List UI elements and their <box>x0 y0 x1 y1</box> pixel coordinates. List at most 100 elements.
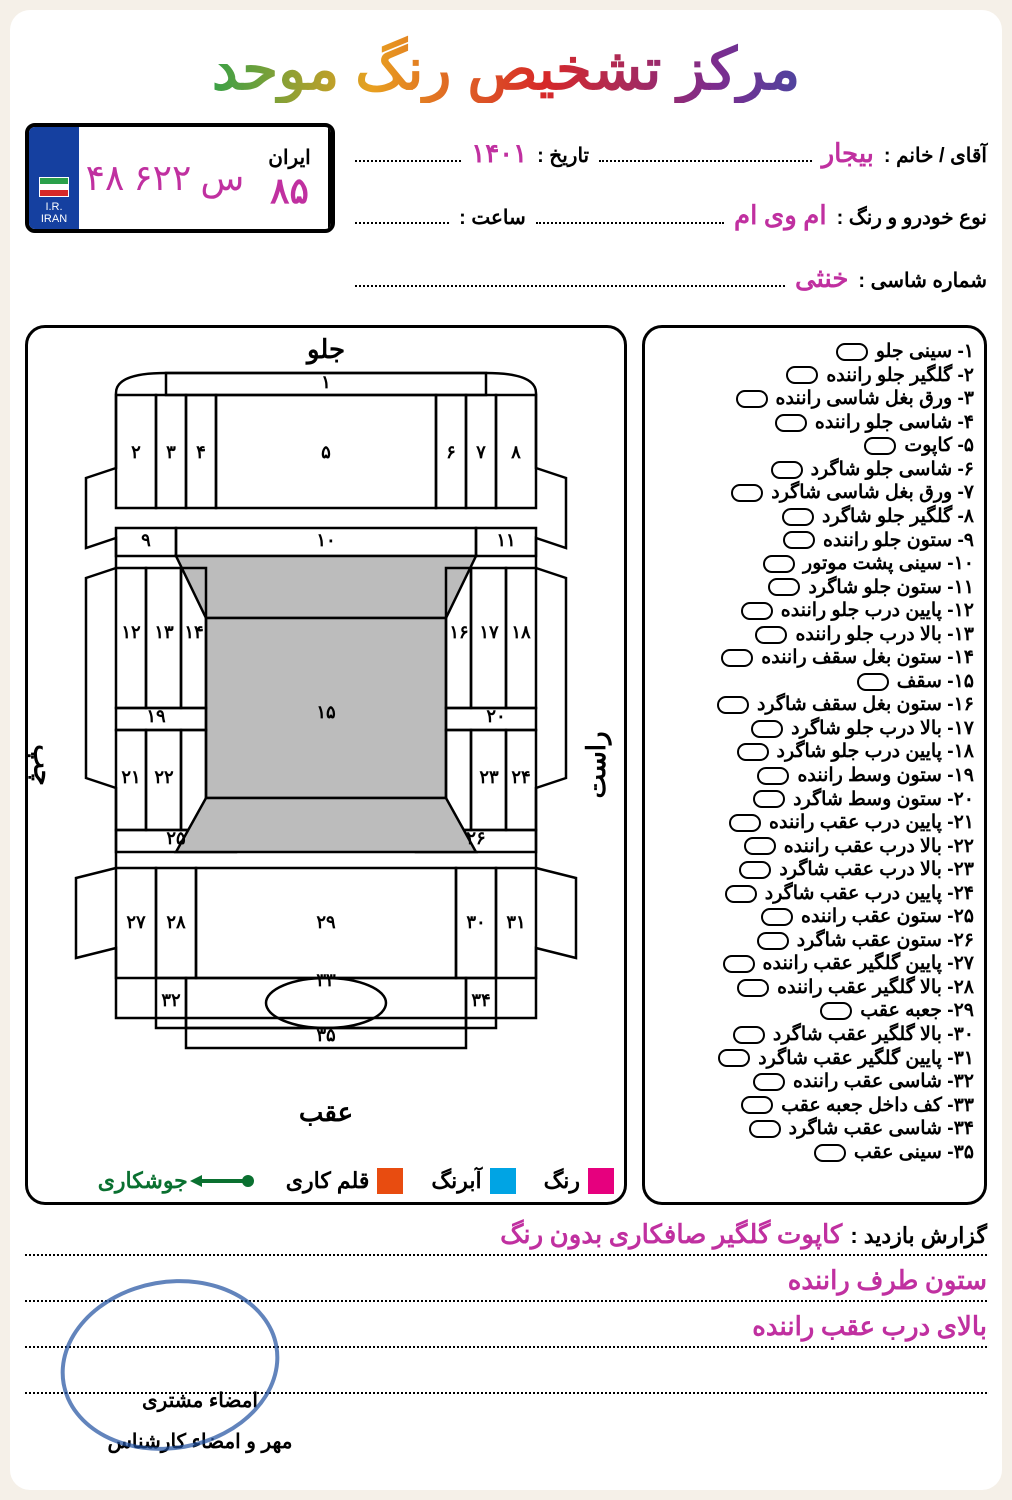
legend-weld: جوشکاری <box>98 1168 258 1194</box>
report-label: گزارش بازدید : <box>850 1223 987 1249</box>
checkbox-oval-icon[interactable] <box>763 555 795 573</box>
checkbox-oval-icon[interactable] <box>731 484 763 502</box>
dots <box>355 142 461 162</box>
checkbox-oval-icon[interactable] <box>718 1049 750 1067</box>
legend-swatch-icon <box>377 1168 403 1194</box>
right-label: راست <box>581 732 612 799</box>
checkbox-oval-icon[interactable] <box>771 461 803 479</box>
checkbox-oval-icon[interactable] <box>857 673 889 691</box>
diagram-part-number: ۲۷ <box>126 912 146 932</box>
info-fields: آقای / خانم : بیجار تاریخ : ۱۴۰۱ نوع خود… <box>355 123 987 310</box>
report-text: بالای درب عقب راننده <box>752 1312 987 1342</box>
parts-list-item: ۳۵- سینی عقب <box>655 1141 974 1165</box>
checkbox-oval-icon[interactable] <box>836 343 868 361</box>
parts-list-label: ۳۰- بالا گلگیر عقب شاگرد <box>773 1023 974 1047</box>
parts-list-item: ۲۸- بالا گلگیر عقب راننده <box>655 976 974 1000</box>
left-label: چپ <box>27 744 58 786</box>
car-diagram-panel: جلو عقب راست چپ <box>25 325 627 1205</box>
time-label: ساعت : <box>459 194 526 242</box>
checkbox-oval-icon[interactable] <box>741 602 773 620</box>
parts-list-label: ۱۵- سقف <box>897 670 974 694</box>
parts-list-item: ۲۳- بالا درب عقب شاگرد <box>655 858 974 882</box>
legend-swatch-icon <box>490 1168 516 1194</box>
parts-list-item: ۱۴- ستون بغل سقف راننده <box>655 646 974 670</box>
diagram-part-number: ۳۵ <box>316 1025 336 1045</box>
date-label: تاریخ : <box>537 132 589 180</box>
parts-list-label: ۱۹- ستون وسط راننده <box>797 764 974 788</box>
checkbox-oval-icon[interactable] <box>820 1002 852 1020</box>
date-value: ۱۴۰۱ <box>471 123 527 185</box>
parts-list-item: ۵- کاپوت <box>655 434 974 458</box>
diagram-part-number: ۲۱ <box>121 767 140 787</box>
checkbox-oval-icon[interactable] <box>751 720 783 738</box>
parts-list-label: ۲۹- جعبه عقب <box>860 999 974 1023</box>
checkbox-oval-icon[interactable] <box>864 437 896 455</box>
checkbox-oval-icon[interactable] <box>753 1073 785 1091</box>
checkbox-oval-icon[interactable] <box>744 837 776 855</box>
diagram-part-number: ۸ <box>510 442 521 462</box>
parts-list-panel: ۱- سینی جلو۲- گلگیر جلو راننده۳- ورق بغل… <box>642 325 987 1205</box>
parts-list-label: ۱۷- بالا درب جلو شاگرد <box>791 717 974 741</box>
parts-list-label: ۱۸- پایین درب جلو شاگرد <box>777 740 975 764</box>
checkbox-oval-icon[interactable] <box>739 861 771 879</box>
checkbox-oval-icon[interactable] <box>775 414 807 432</box>
checkbox-oval-icon[interactable] <box>723 955 755 973</box>
diagram-part-number: ۲۴ <box>511 767 530 787</box>
checkbox-oval-icon[interactable] <box>757 932 789 950</box>
diagram-part-number: ۳ <box>166 442 176 462</box>
checkbox-oval-icon[interactable] <box>814 1144 846 1162</box>
center-title: مرکز تشخیص رنگ موحد <box>25 35 987 103</box>
document-page: مرکز تشخیص رنگ موحد آقای / خانم : بیجار … <box>10 10 1002 1490</box>
parts-list-item: ۴- شاسی جلو راننده <box>655 411 974 435</box>
diagram-part-number: ۶ <box>446 442 456 462</box>
diagram-part-number: ۱۷ <box>479 622 499 642</box>
parts-list-label: ۲۵- ستون عقب راننده <box>801 905 974 929</box>
parts-list-label: ۲۳- بالا درب عقب شاگرد <box>779 858 974 882</box>
diagram-part-number: ۲۳ <box>479 767 499 787</box>
diagram-part-number: ۲۲ <box>154 767 174 787</box>
legend-label: جوشکاری <box>98 1168 188 1194</box>
plate-iran-code: ۸۵ <box>270 170 309 212</box>
name-label: آقای / خانم : <box>884 132 987 180</box>
checkbox-oval-icon[interactable] <box>733 1026 765 1044</box>
checkbox-oval-icon[interactable] <box>741 1096 773 1114</box>
parts-list-item: ۱۷- بالا درب جلو شاگرد <box>655 717 974 741</box>
report-text: کاپوت گلگیر صافکاری بدون رنگ <box>500 1220 842 1250</box>
dots <box>599 142 811 162</box>
checkbox-oval-icon[interactable] <box>768 578 800 596</box>
parts-list-label: ۳- ورق بغل شاسی راننده <box>776 387 974 411</box>
checkbox-oval-icon[interactable] <box>721 649 753 667</box>
parts-list-item: ۸- گلگیر جلو شاگرد <box>655 505 974 529</box>
checkbox-oval-icon[interactable] <box>757 767 789 785</box>
parts-list-item: ۱۲- پایین درب جلو راننده <box>655 599 974 623</box>
diagram-part-number: ۳۱ <box>506 912 525 932</box>
parts-list-label: ۳۲- شاسی عقب راننده <box>793 1070 974 1094</box>
checkbox-oval-icon[interactable] <box>749 1120 781 1138</box>
checkbox-oval-icon[interactable] <box>737 979 769 997</box>
checkbox-oval-icon[interactable] <box>725 885 757 903</box>
checkbox-oval-icon[interactable] <box>755 626 787 644</box>
diagram-part-number: ۲۵ <box>166 828 186 848</box>
parts-list-label: ۲۶- ستون عقب شاگرد <box>797 929 974 953</box>
checkbox-oval-icon[interactable] <box>782 508 814 526</box>
license-plate: I.R. IRAN ۴۸ س ۶۲۲ ایران ۸۵ <box>25 123 335 233</box>
parts-list-item: ۲۰- ستون وسط شاگرد <box>655 788 974 812</box>
checkbox-oval-icon[interactable] <box>761 908 793 926</box>
parts-list-item: ۱۱- ستون جلو شاگرد <box>655 576 974 600</box>
checkbox-oval-icon[interactable] <box>729 814 761 832</box>
checkbox-oval-icon[interactable] <box>737 743 769 761</box>
parts-list-label: ۱۱- ستون جلو شاگرد <box>808 576 974 600</box>
checkbox-oval-icon[interactable] <box>753 790 785 808</box>
checkbox-oval-icon[interactable] <box>717 696 749 714</box>
diagram-part-number: ۱۳ <box>154 622 174 642</box>
diagram-part-number: ۱۵ <box>316 702 336 722</box>
checkbox-oval-icon[interactable] <box>783 531 815 549</box>
parts-list-label: ۷- ورق بغل شاسی شاگرد <box>771 481 974 505</box>
parts-list-label: ۹- ستون جلو راننده <box>823 529 974 553</box>
top-info-row: آقای / خانم : بیجار تاریخ : ۱۴۰۱ نوع خود… <box>25 123 987 310</box>
checkbox-oval-icon[interactable] <box>786 366 818 384</box>
checkbox-oval-icon[interactable] <box>736 390 768 408</box>
diagram-part-number: ۴ <box>196 442 206 462</box>
main-content-row: ۱- سینی جلو۲- گلگیر جلو راننده۳- ورق بغل… <box>25 325 987 1205</box>
parts-list-label: ۲۸- بالا گلگیر عقب راننده <box>777 976 974 1000</box>
